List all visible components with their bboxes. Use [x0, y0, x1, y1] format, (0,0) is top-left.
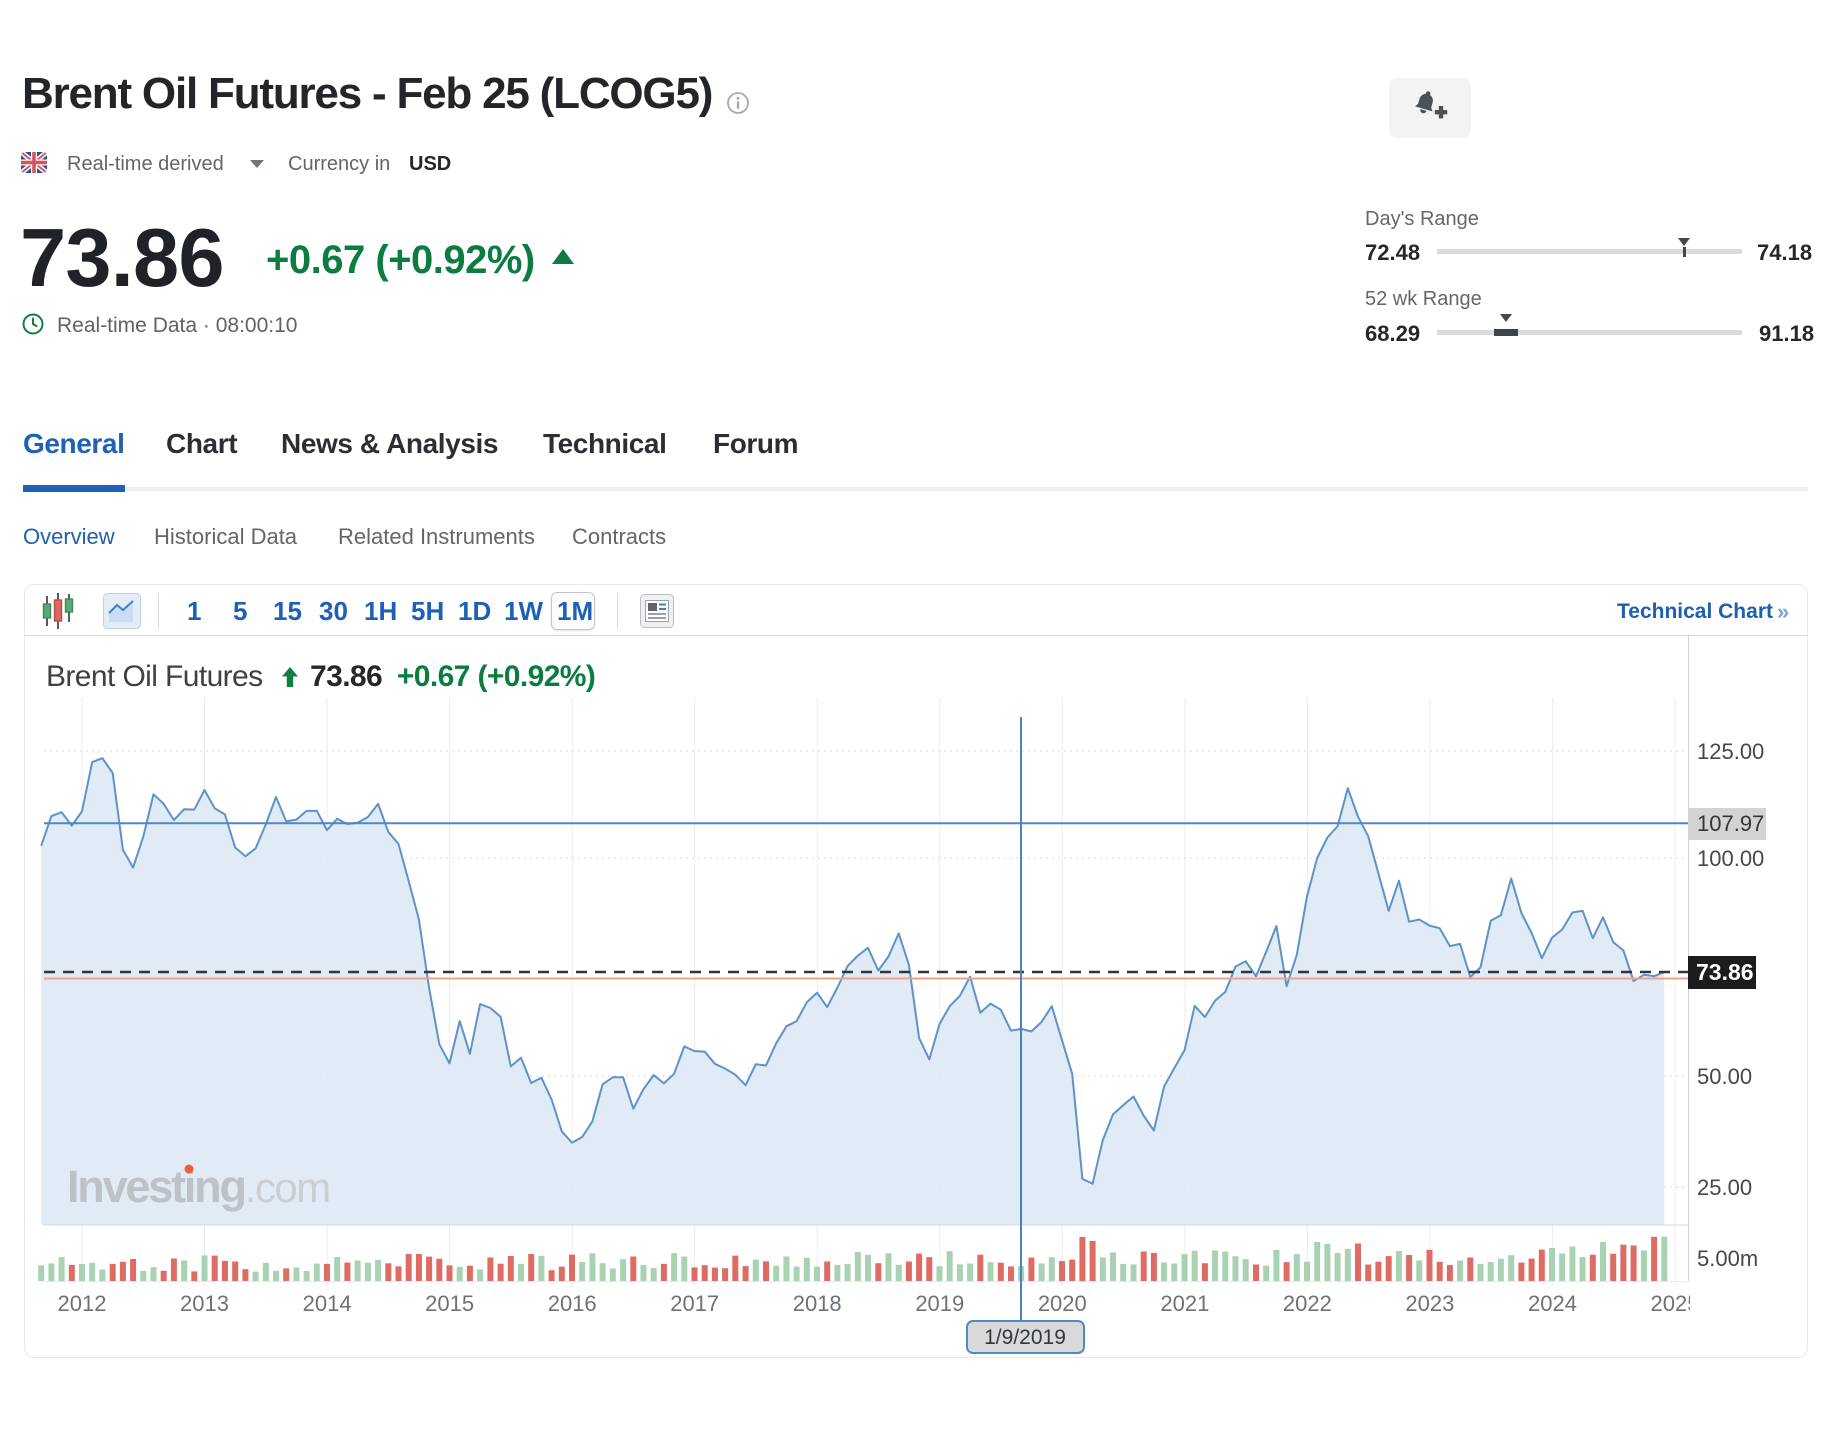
svg-text:50.00: 50.00: [1697, 1064, 1752, 1089]
svg-text:2014: 2014: [303, 1291, 352, 1316]
svg-text:2021: 2021: [1160, 1291, 1209, 1316]
svg-text:2022: 2022: [1283, 1291, 1332, 1316]
svg-text:2020: 2020: [1038, 1291, 1087, 1316]
svg-text:73.86: 73.86: [1696, 959, 1754, 985]
svg-text:1/9/2019: 1/9/2019: [984, 1326, 1066, 1349]
svg-text:25.00: 25.00: [1697, 1175, 1752, 1200]
svg-text:2023: 2023: [1405, 1291, 1454, 1316]
svg-text:2017: 2017: [670, 1291, 719, 1316]
svg-text:125.00: 125.00: [1697, 739, 1764, 764]
svg-text:2016: 2016: [548, 1291, 597, 1316]
svg-text:5.00m: 5.00m: [1697, 1246, 1758, 1271]
svg-text:2024: 2024: [1528, 1291, 1577, 1316]
svg-text:2015: 2015: [425, 1291, 474, 1316]
svg-text:2012: 2012: [58, 1291, 107, 1316]
svg-text:2025: 2025: [1651, 1291, 1700, 1316]
svg-text:2018: 2018: [793, 1291, 842, 1316]
svg-text:100.00: 100.00: [1697, 846, 1764, 871]
svg-text:2013: 2013: [180, 1291, 229, 1316]
svg-text:2019: 2019: [915, 1291, 964, 1316]
svg-text:107.97: 107.97: [1697, 811, 1764, 836]
svg-text:Investing.com: Investing.com: [67, 1161, 330, 1212]
